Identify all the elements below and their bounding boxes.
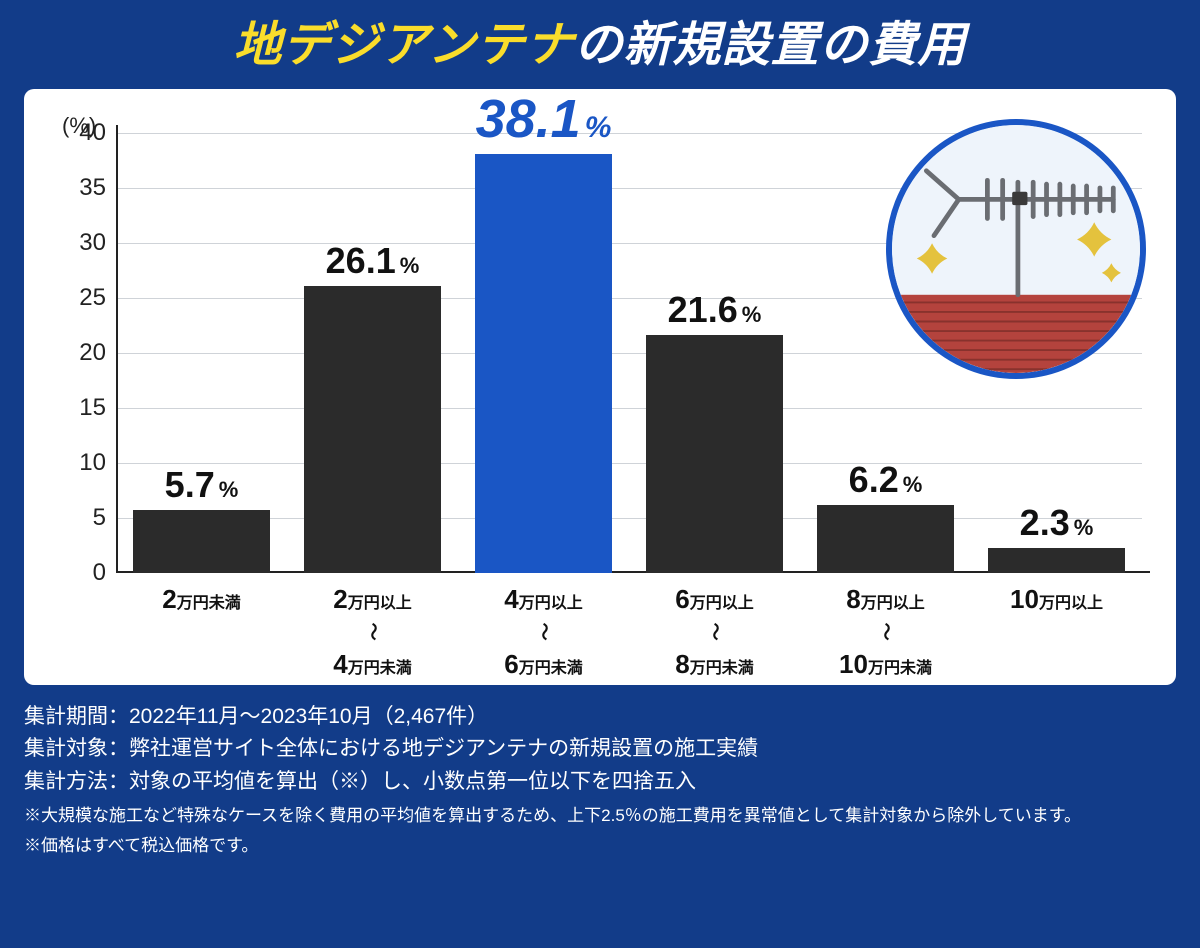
footnotes: 集計期間：2022年11月～2023年10月（2,467件） 集計対象：弊社運営… (24, 701, 1176, 858)
bar-value-label: 38.1% (476, 88, 612, 154)
bar-value-label: 21.6% (668, 289, 762, 335)
chart-card: (%) 05101520253035405.7%26.1%38.1%21.6%6… (24, 89, 1176, 685)
y-tick-label: 15 (60, 394, 116, 422)
y-tick-label: 0 (60, 559, 116, 587)
antenna-icon (892, 125, 1140, 373)
y-tick-label: 20 (60, 339, 116, 367)
page: 地デジアンテナの新規設置の費用 (%) 05101520253035405.7%… (0, 0, 1200, 948)
antenna-illustration (886, 119, 1146, 379)
y-tick-label: 40 (60, 119, 116, 147)
bar-slot: 21.6% (629, 133, 800, 573)
bar-value-label: 5.7% (165, 464, 239, 510)
bar-value-label: 6.2% (849, 459, 923, 505)
y-tick-label: 10 (60, 449, 116, 477)
x-axis-labels: 2万円未満2万円以上〜4万円未満4万円以上〜6万円未満6万円以上〜8万円未満8万… (116, 573, 1142, 669)
x-tick-label: 4万円以上〜6万円未満 (458, 581, 629, 683)
note-disclaimer-1: ※大規模な施工など特殊なケースを除く費用の平均値を算出するため、上下2.5％の施… (24, 804, 1176, 828)
x-tick-label: 10万円以上 (971, 581, 1142, 617)
bar: 38.1% (475, 154, 612, 573)
title-accent: 地デジアンテナ (233, 19, 574, 72)
y-tick-label: 5 (60, 504, 116, 532)
y-tick-label: 25 (60, 284, 116, 312)
bar: 5.7% (133, 510, 270, 573)
note-target: 集計対象：弊社運営サイト全体における地デジアンテナの新規設置の施工実績 (24, 733, 1176, 766)
bar-slot: 26.1% (287, 133, 458, 573)
bar: 2.3% (988, 548, 1125, 573)
note-disclaimer-2: ※価格はすべて税込価格です。 (24, 834, 1176, 858)
note-period: 集計期間：2022年11月～2023年10月（2,467件） (24, 701, 1176, 734)
x-tick-label: 2万円未満 (116, 581, 287, 617)
page-title: 地デジアンテナの新規設置の費用 (24, 20, 1176, 73)
y-tick-label: 35 (60, 174, 116, 202)
bar-value-label: 26.1% (326, 240, 420, 286)
note-method: 集計方法：対象の平均値を算出（※）し、小数点第一位以下を四捨五入 (24, 766, 1176, 799)
y-tick-label: 30 (60, 229, 116, 257)
bar-slot: 38.1% (458, 133, 629, 573)
bar: 21.6% (646, 335, 783, 573)
x-tick-label: 8万円以上〜10万円未満 (800, 581, 971, 683)
title-rest: の新規設置の費用 (575, 19, 967, 72)
x-tick-label: 6万円以上〜8万円未満 (629, 581, 800, 683)
bar-slot: 5.7% (116, 133, 287, 573)
bar-value-label: 2.3% (1020, 502, 1094, 548)
bar: 26.1% (304, 286, 441, 573)
x-tick-label: 2万円以上〜4万円未満 (287, 581, 458, 683)
